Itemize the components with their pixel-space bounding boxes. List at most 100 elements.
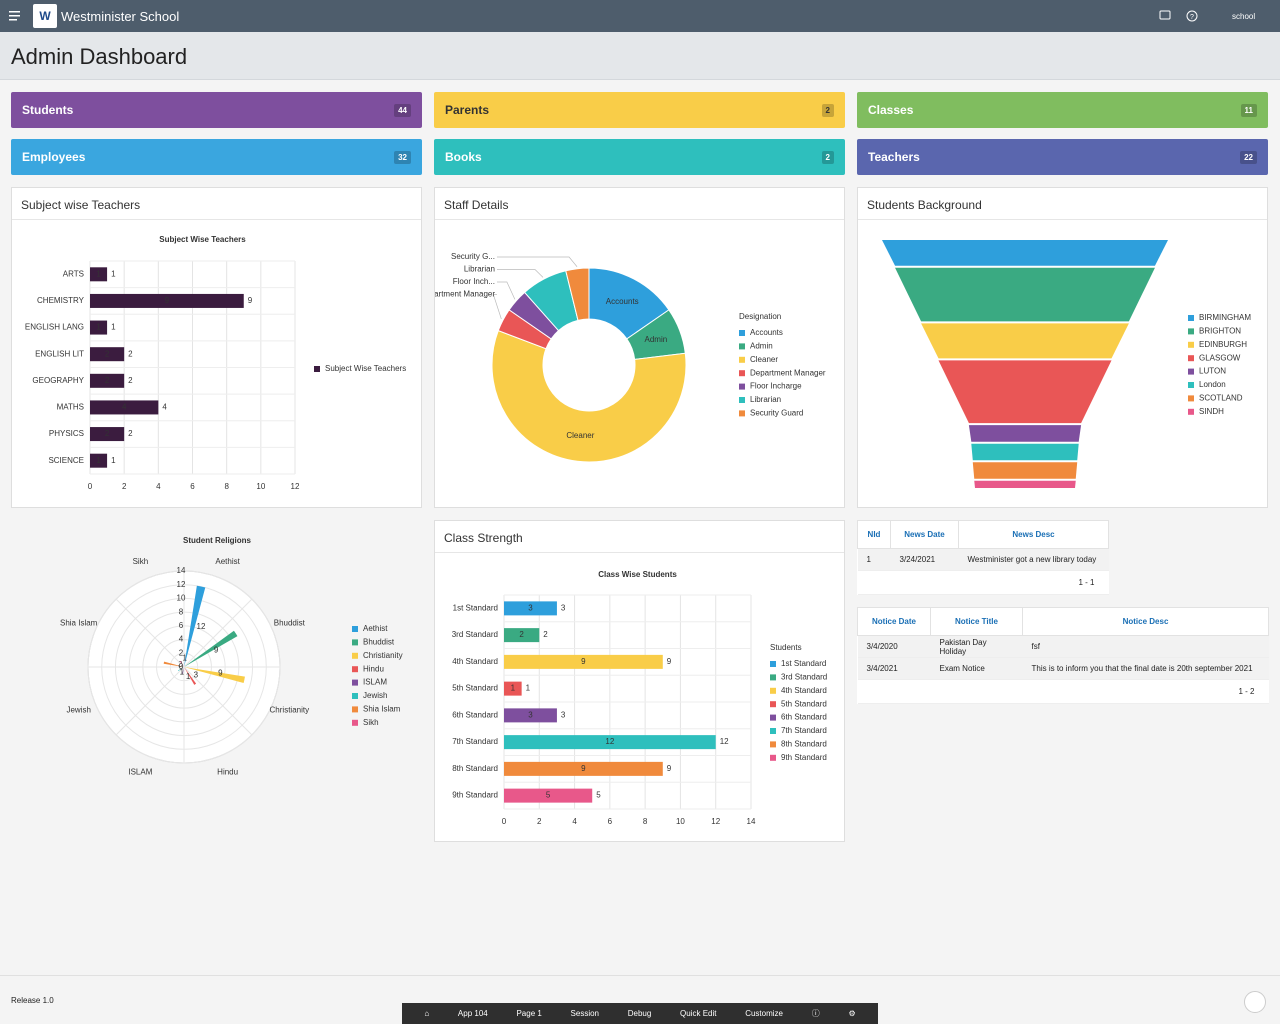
- y-tick-label: GEOGRAPHY: [32, 376, 84, 385]
- bar-inner-label: 1: [96, 456, 101, 465]
- legend-swatch: [1188, 328, 1194, 335]
- header-icons[interactable]: ?: [1159, 10, 1219, 24]
- bar-inner-label: 5: [546, 791, 551, 800]
- toolbar-item[interactable]: App 104: [457, 1009, 488, 1018]
- card[interactable]: Classes 11: [857, 92, 1268, 128]
- data-label: 3: [194, 671, 199, 680]
- legend-label: Christianity: [363, 651, 403, 660]
- legend-label: 3rd Standard: [781, 673, 827, 682]
- r-tick-label: 10: [177, 594, 186, 603]
- legend-label: SINDH: [1199, 407, 1224, 416]
- toolbar-item[interactable]: Session: [570, 1009, 599, 1018]
- user-menu[interactable]: school: [1232, 12, 1256, 21]
- logo[interactable]: W: [33, 4, 57, 28]
- slice-label: Admin: [645, 335, 668, 344]
- spoke: [183, 666, 253, 736]
- slice-label: Cleaner: [566, 431, 594, 440]
- column-header[interactable]: NId: [857, 520, 891, 549]
- card-label: Students: [22, 103, 74, 117]
- legend-swatch: [1188, 315, 1194, 321]
- card-label: Classes: [868, 103, 914, 117]
- legend-swatch: [770, 687, 776, 694]
- x-tick-label: 2: [537, 817, 542, 826]
- bar: [504, 681, 522, 696]
- menu-icon[interactable]: [9, 11, 21, 21]
- column-header[interactable]: Notice Desc: [1022, 607, 1269, 636]
- legend-swatch: [352, 706, 358, 713]
- spoke: [183, 598, 253, 668]
- toolbar-item[interactable]: Page 1: [516, 1009, 542, 1018]
- legend-title: Designation: [739, 312, 781, 321]
- legend-label: GLASGOW: [1199, 353, 1241, 362]
- news-table: NId News Date News Desc 1 3/24/2021 Westmini…: [857, 520, 1109, 595]
- legend-swatch: [739, 383, 745, 390]
- column-header[interactable]: News Date: [890, 520, 959, 549]
- legend-title: Students: [770, 643, 802, 652]
- column-header[interactable]: News Desc: [958, 520, 1109, 549]
- column-header[interactable]: Notice Title: [930, 607, 1023, 636]
- svg-text:?: ?: [1190, 14, 1194, 21]
- legend-label: 4th Standard: [781, 686, 827, 695]
- data-label: 3: [561, 603, 566, 612]
- x-tick-label: 8: [224, 482, 229, 491]
- scroll-top[interactable]: [1244, 991, 1266, 1013]
- spoke: [115, 666, 185, 736]
- toolbar-info[interactable]: ⓘ: [811, 1009, 820, 1018]
- toolbar-item[interactable]: Debug: [627, 1009, 652, 1018]
- x-tick-label: 4: [156, 482, 161, 491]
- polar-wedge: [178, 667, 184, 672]
- legend-swatch: [352, 639, 358, 646]
- y-tick-label: 8th Standard: [452, 764, 498, 773]
- toolbar-settings[interactable]: ⚙: [848, 1009, 856, 1018]
- column-header[interactable]: Notice Date: [857, 607, 931, 636]
- legend-swatch: [1188, 408, 1194, 415]
- bar: [90, 347, 125, 362]
- data-label: 1: [526, 684, 531, 693]
- donut-slice: [565, 267, 590, 321]
- row: 3/4/2021 Exam Notice This is to inform you…: [857, 657, 1269, 680]
- legend-swatch: [352, 719, 358, 726]
- bar: [90, 267, 108, 282]
- x-tick-label: 6: [190, 482, 195, 491]
- legend-label: Floor Incharge: [750, 382, 802, 391]
- r-tick-label: 8: [179, 607, 184, 616]
- legend-swatch: [770, 754, 776, 761]
- panel-title: Subject wise Teachers: [12, 188, 421, 220]
- card[interactable]: Books 2: [434, 139, 845, 175]
- legend-swatch: [352, 652, 358, 659]
- legend-swatch: [314, 366, 320, 372]
- legend-label: Accounts: [750, 328, 783, 337]
- toolbar-home[interactable]: ⌂: [424, 1009, 430, 1018]
- panel: Class Strength: [434, 520, 845, 842]
- card[interactable]: Parents 2: [434, 92, 845, 128]
- legend-label: ISLAM: [363, 678, 387, 687]
- bar-inner-label: 2: [105, 349, 110, 358]
- cell: fsf: [1022, 635, 1269, 658]
- card[interactable]: Employees 32: [11, 139, 422, 175]
- data-label: 12: [720, 737, 729, 746]
- toolbar-item[interactable]: Quick Edit: [680, 1009, 717, 1018]
- legend-swatch: [352, 679, 358, 686]
- bar: [504, 735, 716, 750]
- legend-swatch: [770, 728, 776, 734]
- card[interactable]: Students 44: [11, 92, 422, 128]
- y-tick-label: ARTS: [63, 269, 84, 278]
- x-tick-label: 8: [643, 817, 648, 826]
- legend-swatch: [770, 714, 776, 721]
- legend-label: 6th Standard: [781, 713, 827, 722]
- card-count: 2: [821, 150, 834, 164]
- funnel-segment: [968, 425, 1082, 442]
- legend-label: 8th Standard: [781, 740, 827, 749]
- legend-swatch: [739, 410, 745, 417]
- bar-inner-label: 9: [581, 657, 586, 666]
- card[interactable]: Teachers 22: [857, 139, 1268, 175]
- data-label: 2: [128, 349, 133, 358]
- y-tick-label: PHYSICS: [49, 429, 84, 438]
- bar: [90, 320, 108, 335]
- funnel-segment: [938, 360, 1112, 424]
- chart-title: Class Wise Students: [598, 570, 677, 579]
- app-name[interactable]: Westminister School: [61, 9, 180, 24]
- toolbar-item[interactable]: Customize: [745, 1009, 783, 1018]
